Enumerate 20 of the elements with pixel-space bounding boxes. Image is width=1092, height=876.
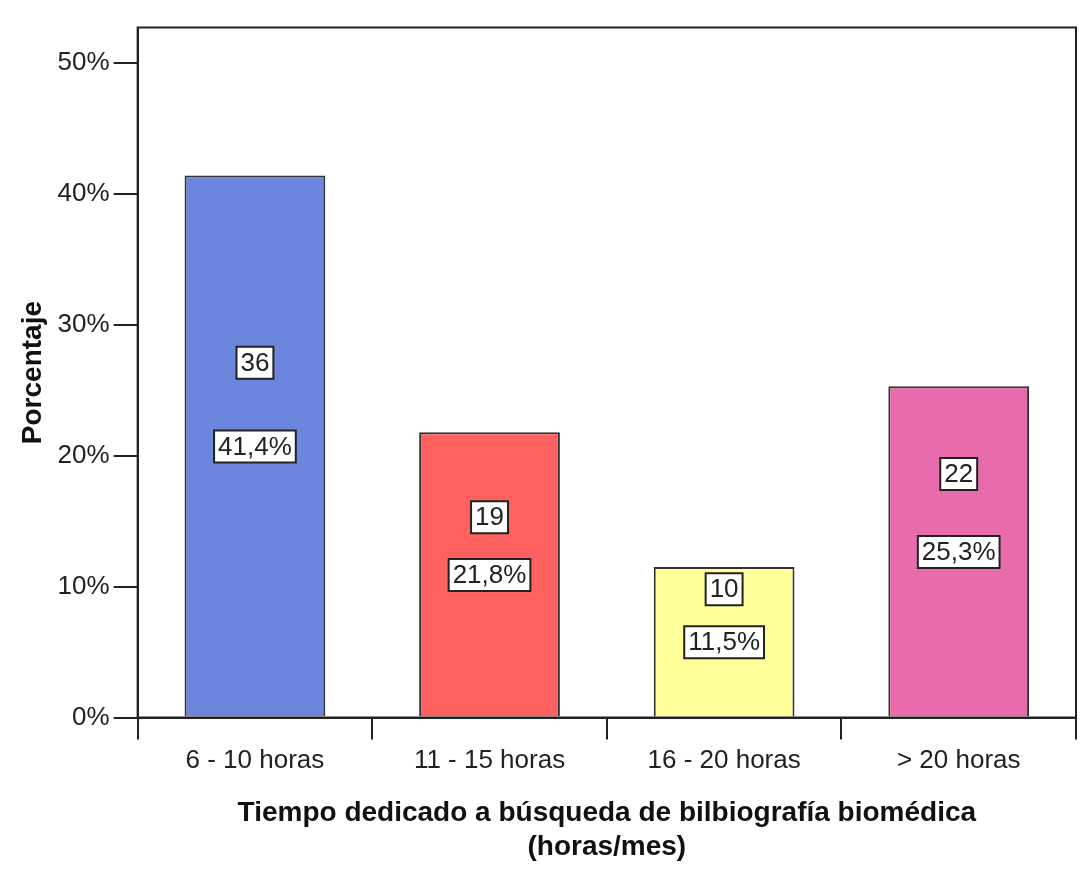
y-tick-label: 50% xyxy=(57,46,110,77)
annotation: 19 xyxy=(475,501,504,532)
x-tick-label: 11 - 15 horas xyxy=(413,744,566,775)
y-tick-label: 20% xyxy=(57,438,110,469)
x-tick-label: 6 - 10 horas xyxy=(185,744,325,775)
annotation: 22 xyxy=(944,458,974,489)
x-tick-label: 16 - 20 horas xyxy=(647,744,801,775)
y-tick-label: 30% xyxy=(57,307,110,338)
data-label: 25,3% xyxy=(921,536,996,567)
data-label: 11,5% xyxy=(688,626,761,657)
data-label: 21,8% xyxy=(452,559,527,590)
annotation: 36 xyxy=(240,346,270,377)
y-tick-label: 0% xyxy=(72,700,110,731)
annotation: 10 xyxy=(709,573,739,604)
x-tick-label: > 20 horas xyxy=(896,744,1021,775)
y-tick-label: 10% xyxy=(57,569,110,600)
y-tick-label: 40% xyxy=(57,177,110,208)
y-axis-title: Porcentaje xyxy=(15,301,47,445)
x-axis-title: Tiempo dedicado a búsqueda de bilbiografía biomédica (horas/mes) xyxy=(237,796,977,861)
data-label: 41,4% xyxy=(218,430,292,461)
